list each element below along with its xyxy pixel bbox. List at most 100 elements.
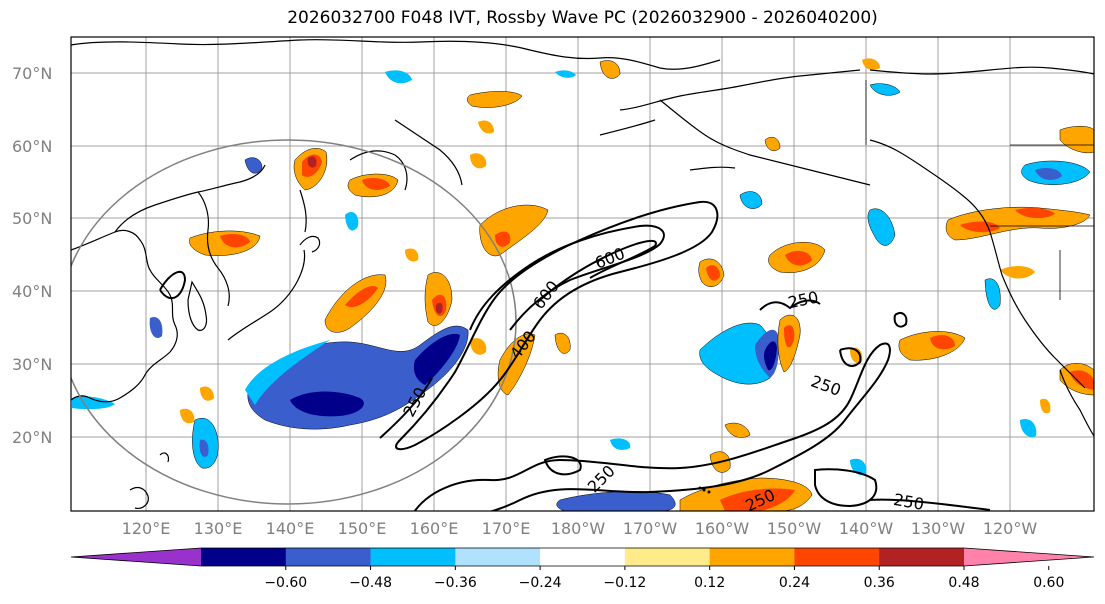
colorbar-segment — [879, 548, 965, 566]
colorbar-tick-label: 0.12 — [694, 575, 725, 591]
lat-label: 30°N — [12, 355, 52, 374]
positive-anomaly — [1040, 398, 1051, 414]
map-frame — [70, 36, 1095, 512]
lon-label: 180°W — [551, 519, 606, 538]
negative-anomaly-spot — [1020, 418, 1037, 438]
lat-label: 20°N — [12, 428, 52, 447]
negative-anomaly-spot — [984, 278, 1001, 310]
negative-anomaly-core — [290, 391, 364, 417]
colorbar-extend-max — [964, 548, 1094, 566]
negative-anomaly-spot — [149, 316, 163, 338]
negative-anomaly-east-core — [764, 341, 777, 371]
lon-label: 170°W — [623, 519, 678, 538]
colorbar-outline — [70, 547, 1095, 567]
negative-anomaly-spot — [869, 83, 901, 96]
lon-label: 150°E — [338, 519, 387, 538]
positive-anomaly — [724, 422, 751, 438]
positive-anomaly-core — [930, 335, 955, 350]
positive-anomaly — [467, 91, 523, 108]
positive-anomaly — [554, 332, 571, 354]
positive-anomaly — [180, 408, 195, 424]
colorbar-tick-label: −0.12 — [603, 575, 646, 591]
positive-anomaly — [1059, 126, 1094, 154]
colorbar-tick-label: −0.48 — [349, 575, 392, 591]
colorbar-segment — [370, 548, 456, 566]
map-background — [71, 37, 1094, 511]
colorbar-segment — [794, 548, 880, 566]
negative-anomaly-spot — [244, 157, 263, 174]
lat-label: 70°N — [12, 64, 52, 83]
negative-anomaly-spot — [72, 396, 115, 410]
lon-label: 170°E — [482, 519, 531, 538]
positive-anomaly — [599, 60, 621, 79]
positive-anomaly-core — [784, 325, 795, 348]
negative-anomaly-spot — [345, 212, 359, 231]
colorbar-extend-min — [71, 548, 201, 566]
negative-anomaly-south — [556, 491, 676, 511]
positive-anomaly-core — [960, 221, 1000, 233]
negative-anomaly-south — [610, 438, 631, 450]
colorbar-tick-label: 0.24 — [779, 575, 810, 591]
positive-anomaly-core — [345, 285, 378, 308]
contour-label: 250 — [892, 490, 925, 514]
positive-anomaly — [405, 248, 419, 262]
positive-anomaly — [862, 58, 880, 70]
colorbar-tick-label: −0.60 — [264, 575, 307, 591]
colorbar-tick-label: 0.36 — [864, 575, 895, 591]
negative-anomaly-spot — [555, 70, 576, 78]
lon-label: 140°W — [839, 519, 894, 538]
positive-anomaly-core — [307, 156, 317, 168]
positive-anomaly — [470, 153, 487, 169]
colorbar-segment — [540, 548, 626, 566]
ivt-contours — [159, 200, 991, 511]
colorbar-segment — [455, 548, 541, 566]
positive-anomaly — [850, 347, 863, 364]
graticule — [71, 37, 1094, 511]
lon-label: 120°E — [122, 519, 171, 538]
lon-label: 140°E — [266, 519, 315, 538]
positive-anomaly — [478, 120, 494, 134]
positive-anomaly-core — [220, 234, 250, 248]
positive-anomaly-core — [1070, 370, 1094, 390]
lon-label: 130°E — [194, 519, 243, 538]
negative-anomaly-spot — [1035, 168, 1062, 180]
colorbar-tick-label: 0.60 — [1033, 575, 1064, 591]
colorbar-segment — [624, 548, 711, 566]
negative-anomaly-edge — [245, 340, 330, 405]
colorbar-segment — [709, 548, 795, 566]
positive-anomaly-core — [435, 302, 443, 314]
colorbar-segment — [285, 548, 372, 566]
colorbar: −0.60 −0.48 −0.36 −0.24 −0.12 0.12 0.24 0.36 0.4… — [70, 547, 1095, 591]
negative-anomaly-spot — [385, 70, 412, 84]
positive-anomaly — [200, 386, 214, 401]
map-title: 2026032700 F048 IVT, Rossby Wave PC (202… — [287, 8, 878, 28]
positive-anomaly-core — [1015, 207, 1055, 219]
negative-anomaly-spot — [867, 208, 896, 246]
colorbar-tick-label: −0.24 — [519, 575, 562, 591]
lat-label: 50°N — [12, 209, 52, 228]
positive-anomaly-core — [720, 488, 795, 511]
latitude-labels: 70°N 60°N 50°N 40°N 30°N 20°N — [12, 64, 52, 447]
lon-label: 120°W — [983, 519, 1038, 538]
lon-label: 150°W — [767, 519, 822, 538]
negative-anomaly-spot — [739, 191, 763, 209]
colorbar-tick-label: 0.48 — [948, 575, 979, 591]
lat-label: 40°N — [12, 282, 52, 301]
pc-shading — [72, 58, 1094, 511]
lon-label: 160°W — [695, 519, 750, 538]
negative-anomaly-core — [199, 439, 209, 457]
positive-anomaly-core — [495, 231, 511, 247]
positive-anomaly — [764, 137, 781, 151]
positive-anomaly — [1000, 266, 1035, 279]
coastlines — [71, 39, 1094, 509]
positive-anomaly-core — [362, 178, 390, 190]
lon-label: 160°E — [410, 519, 459, 538]
colorbar-segment — [201, 548, 287, 566]
positive-anomaly-core — [785, 250, 812, 266]
positive-anomaly — [470, 338, 487, 355]
lon-label: 130°W — [911, 519, 966, 538]
colorbar-tick-label: −0.36 — [434, 575, 477, 591]
longitude-labels: 120°E 130°E 140°E 150°E 160°E 170°E 180°… — [122, 519, 1038, 538]
positive-anomaly-core — [706, 265, 720, 281]
lat-label: 60°N — [12, 137, 52, 156]
